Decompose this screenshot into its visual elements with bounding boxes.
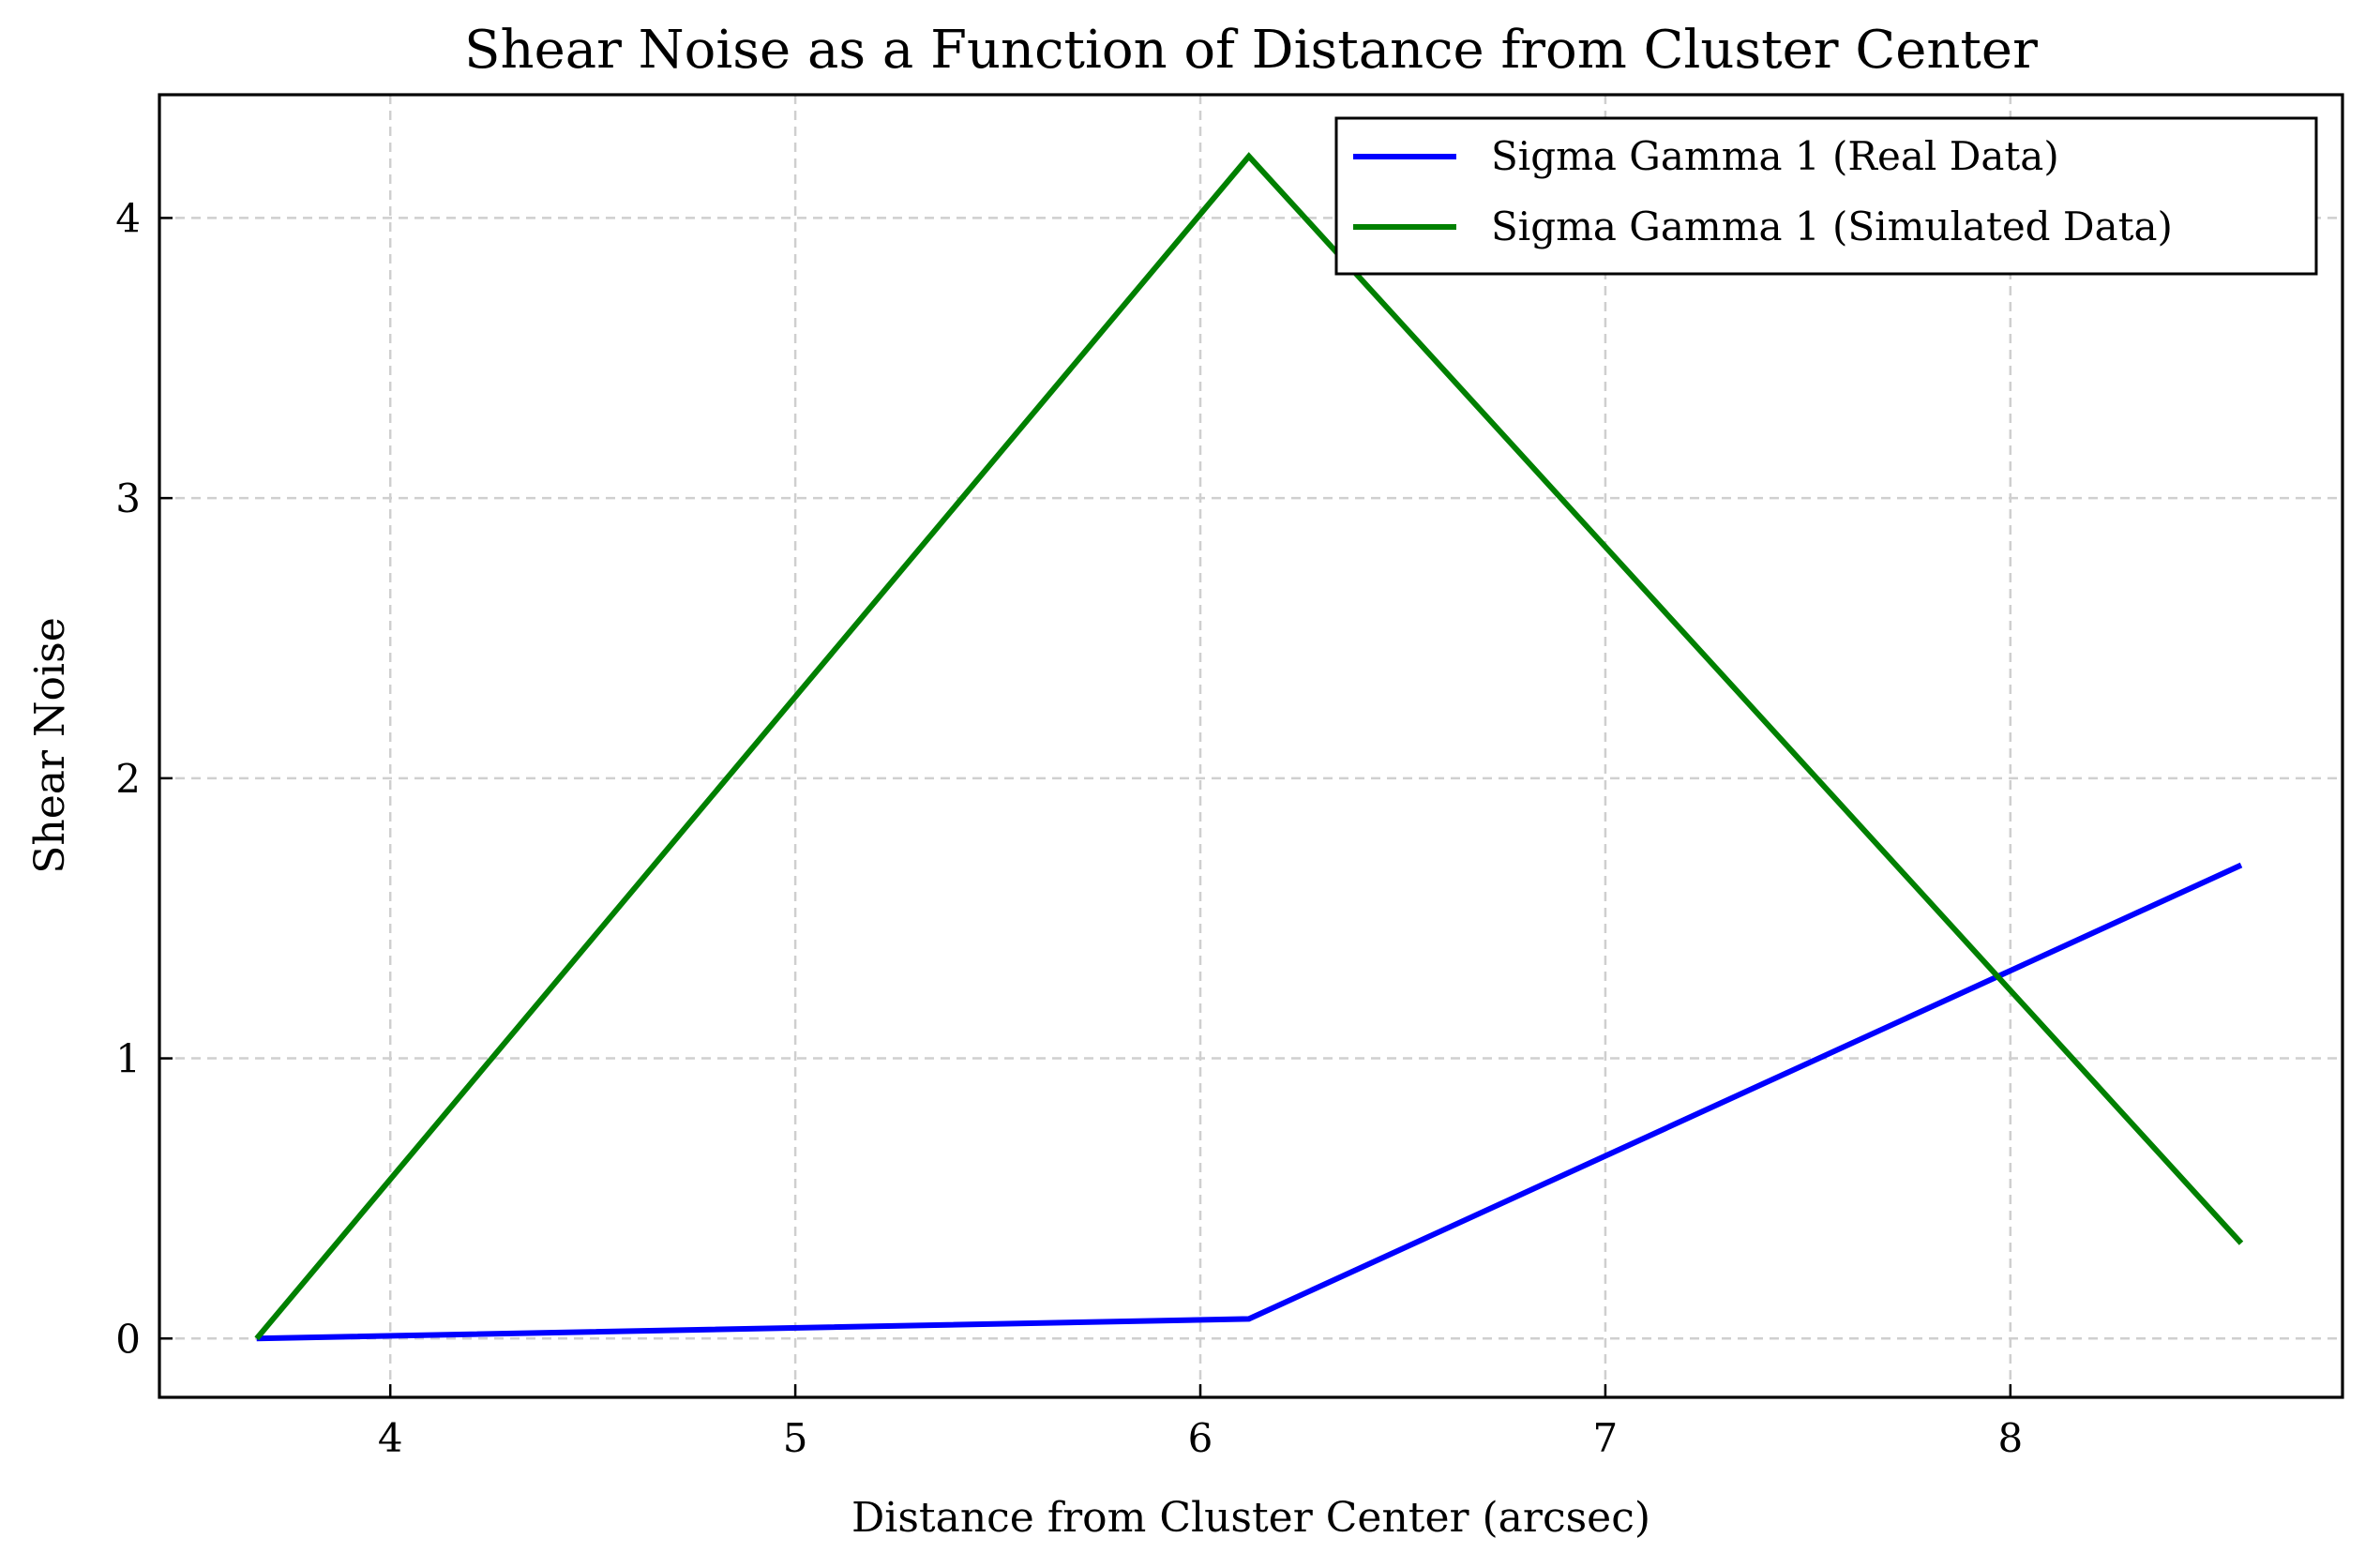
- plot-frame: [158, 93, 2344, 1399]
- x-tick-label: 4: [378, 1415, 403, 1461]
- x-tick-label: 5: [783, 1415, 808, 1461]
- legend-label-2: Sigma Gamma 1 (Simulated Data): [1491, 204, 2173, 249]
- x-tick-label: 6: [1188, 1415, 1213, 1461]
- grid-lines: [159, 95, 2342, 1397]
- x-tick-label: 8: [1997, 1415, 2023, 1461]
- axis-ticks: 4 5 6 7 8 0 1 2 3 4: [115, 195, 2023, 1461]
- x-tick-label: 7: [1593, 1415, 1619, 1461]
- y-tick-label: 3: [115, 475, 141, 521]
- chart-title: Shear Noise as a Function of Distance fr…: [464, 20, 2038, 81]
- x-axis-label: Distance from Cluster Center (arcsec): [851, 1494, 1650, 1542]
- legend-box: [1334, 116, 2318, 276]
- series-lines: [254, 152, 2244, 1342]
- y-tick-label: 4: [115, 195, 141, 241]
- legend-label-1: Sigma Gamma 1 (Real Data): [1491, 133, 2059, 179]
- y-tick-label: 0: [115, 1316, 141, 1362]
- y-tick-label: 2: [115, 756, 141, 802]
- series-line-2: [254, 152, 2244, 1341]
- y-axis-label: Shear Noise: [26, 617, 74, 873]
- y-tick-label: 1: [115, 1036, 141, 1082]
- legend: Sigma Gamma 1 (Real Data) Sigma Gamma 1 (…: [1334, 116, 2318, 276]
- series-line-1: [256, 862, 2243, 1342]
